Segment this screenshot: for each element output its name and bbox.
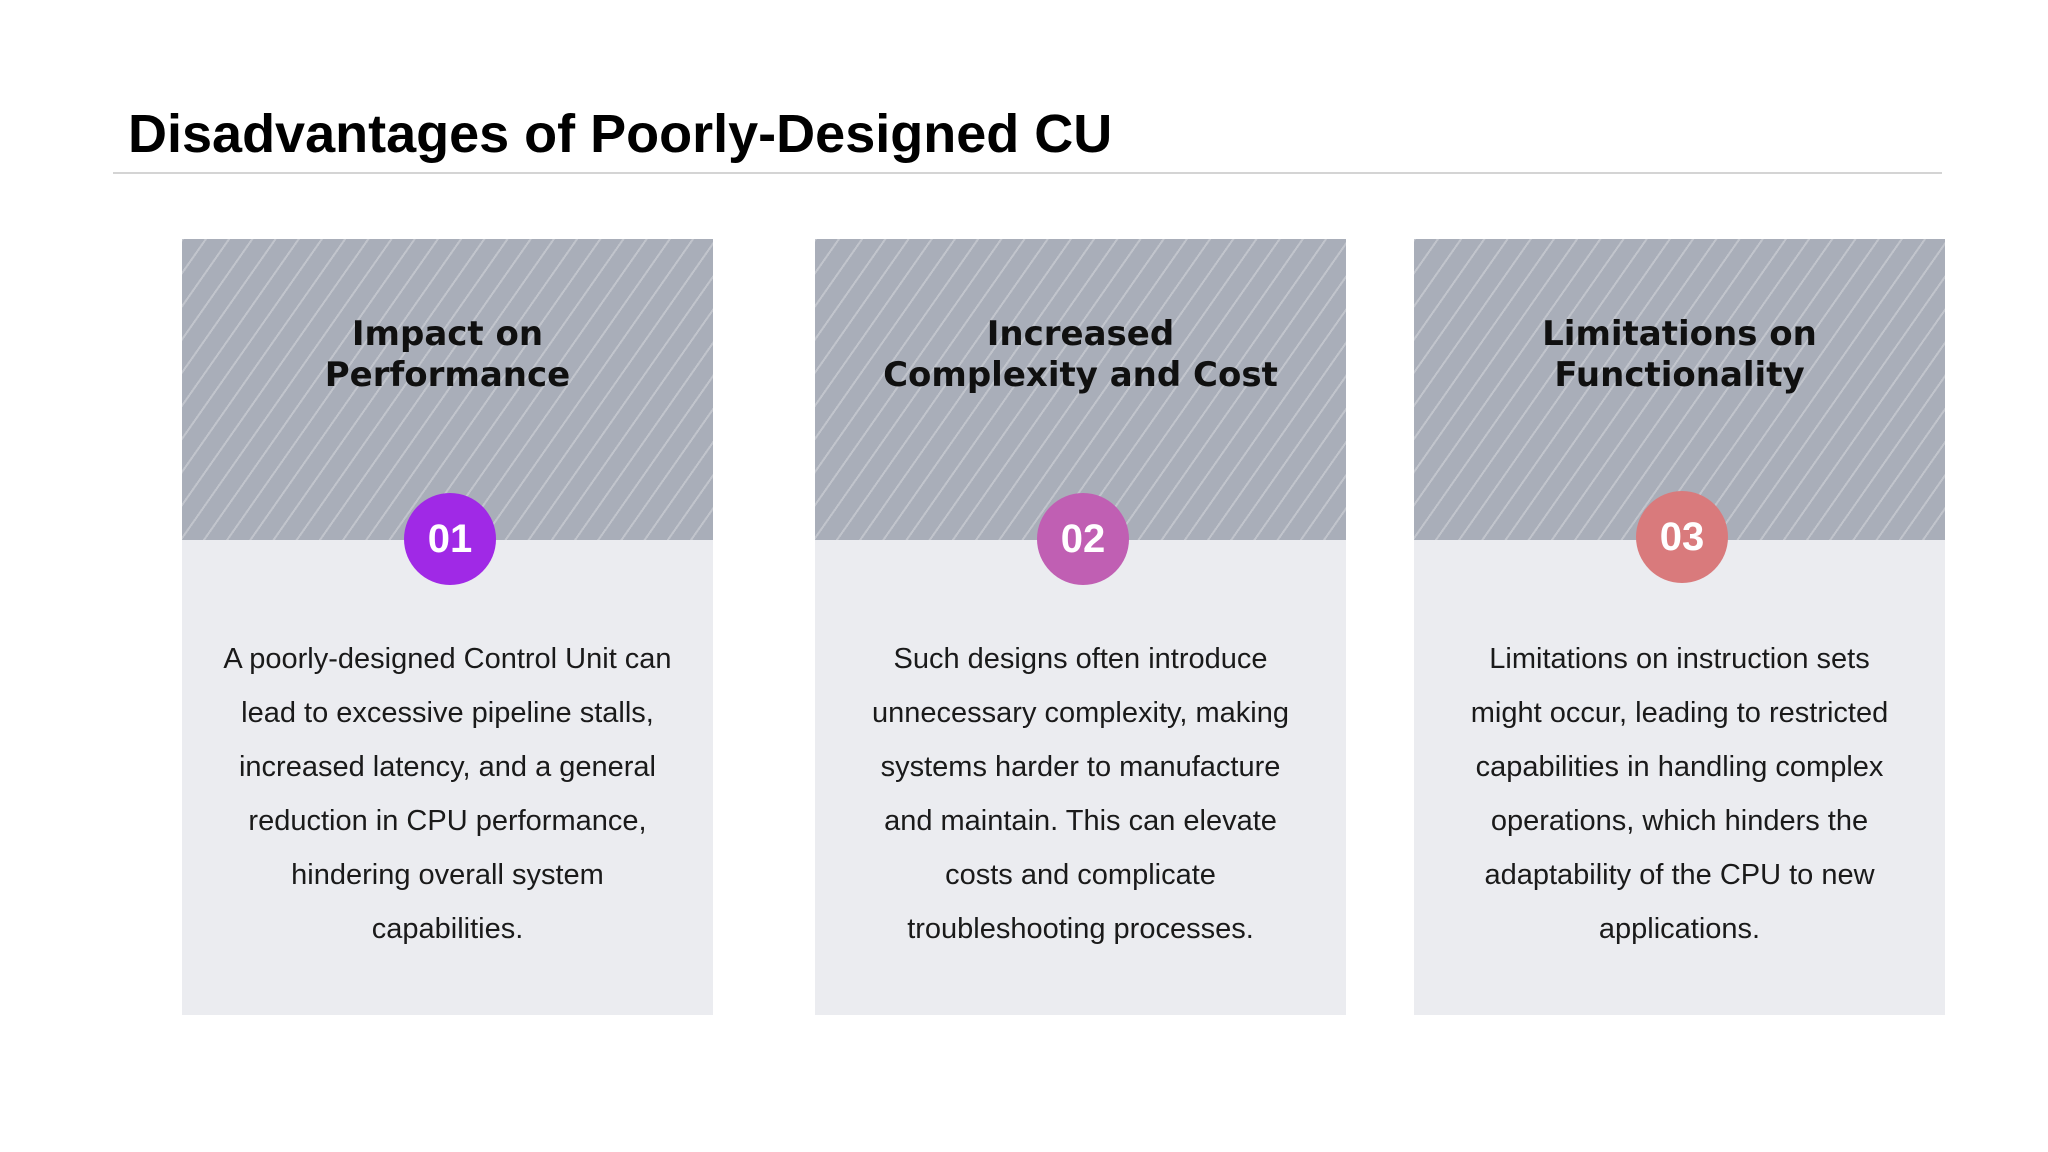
card-heading-line: Complexity and Cost [883,355,1278,395]
card-heading-line: Performance [324,355,571,395]
card-header: Increased Complexity and Cost [815,239,1346,540]
card-heading: Limitations on Functionality [1434,314,1925,396]
card-heading-line: Impact on [351,314,544,354]
card-heading-line: Increased [986,314,1175,354]
number-badge: 02 [1037,493,1129,585]
card-description: A poorly-designed Control Unit can lead … [223,643,672,945]
card-heading: Increased Complexity and Cost [835,314,1326,396]
number-badge: 01 [404,493,496,585]
card-functionality: Limitations on Functionality 03 Limitati… [1414,239,1945,1015]
card-description: Limitations on instruction sets might oc… [1470,643,1889,945]
card-description: Such designs often introduce unnecessary… [872,643,1289,945]
title-divider [113,172,1942,174]
slide-title: Disadvantages of Poorly-Designed CU [128,104,1113,164]
card-complexity-cost: Increased Complexity and Cost 02 Such de… [815,239,1346,1015]
card-heading-line: Limitations on [1542,314,1817,354]
card-header: Limitations on Functionality [1414,239,1945,540]
card-performance: Impact on Performance 01 A poorly-design… [182,239,713,1015]
card-header: Impact on Performance [182,239,713,540]
card-heading-line: Functionality [1554,355,1805,395]
number-badge: 03 [1636,491,1728,583]
card-heading: Impact on Performance [202,314,693,396]
